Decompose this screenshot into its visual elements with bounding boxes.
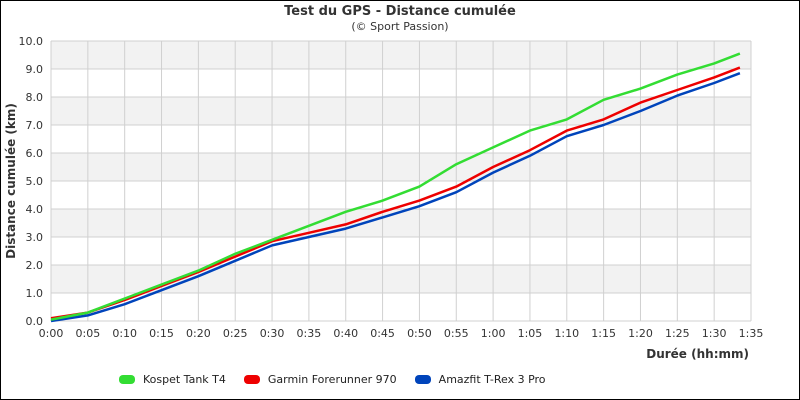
x-tick-label: 0:25 [223,327,248,340]
grid-band [51,209,751,237]
series-line [50,72,741,323]
y-tick-label: 1.0 [26,287,44,300]
y-tick-label: 3.0 [26,231,44,244]
x-tick-label: 0:00 [39,327,64,340]
x-tick-label: 0:45 [370,327,395,340]
y-tick-label: 10.0 [19,35,44,48]
x-axis-title: Durée (hh:mm) [646,347,749,361]
x-tick-label: 0:10 [112,327,137,340]
x-tick-label: 1:25 [665,327,690,340]
grid-band [51,125,751,153]
x-tick-label: 1:30 [702,327,727,340]
y-tick-label: 2.0 [26,259,44,272]
y-axis-title: Distance cumulée (km) [4,103,18,259]
grid-band [51,41,751,69]
y-tick-label: 6.0 [26,147,44,160]
grid-band [51,293,751,321]
x-tick-label: 1:05 [518,327,543,340]
legend-swatch [119,375,135,384]
grid-band [51,97,751,125]
legend: Kospet Tank T4 Garmin Forerunner 970 Amazf… [119,373,564,386]
y-tick-label: 8.0 [26,91,44,104]
legend-label: Amazfit T-Rex 3 Pro [438,373,546,386]
legend-swatch [243,375,260,384]
chart-subtitle: (© Sport Passion) [351,20,449,33]
y-tick-label: 9.0 [26,63,44,76]
y-tick-label: 0.0 [26,315,44,328]
y-tick-label: 5.0 [26,175,44,188]
y-tick-label: 4.0 [26,203,44,216]
x-tick-label: 1:00 [481,327,506,340]
legend-swatch [414,375,431,384]
x-tick-label: 1:15 [591,327,616,340]
x-tick-label: 0:50 [407,327,432,340]
legend-label: Garmin Forerunner 970 [267,373,397,386]
series-line [50,66,741,320]
series-line [50,52,741,321]
x-tick-label: 0:40 [333,327,358,340]
x-tick-label: 0:30 [260,327,285,340]
legend-item: Garmin Forerunner 970 [243,373,397,386]
x-tick-label: 1:20 [628,327,653,340]
grid-band [51,153,751,181]
legend-item: Kospet Tank T4 [119,373,226,386]
y-tick-label: 7.0 [26,119,44,132]
grid-band [51,237,751,265]
legend-item: Amazfit T-Rex 3 Pro [414,373,546,386]
x-tick-label: 0:35 [297,327,322,340]
x-tick-label: 0:15 [149,327,174,340]
x-tick-label: 0:05 [75,327,100,340]
x-tick-label: 1:10 [554,327,579,340]
grid-band [51,181,751,209]
grid-band [51,69,751,97]
x-tick-label: 0:55 [444,327,469,340]
legend-label: Kospet Tank T4 [143,373,226,386]
chart-title: Test du GPS - Distance cumulée [284,4,516,19]
x-tick-label: 0:20 [186,327,211,340]
x-tick-label: 1:35 [739,327,764,340]
